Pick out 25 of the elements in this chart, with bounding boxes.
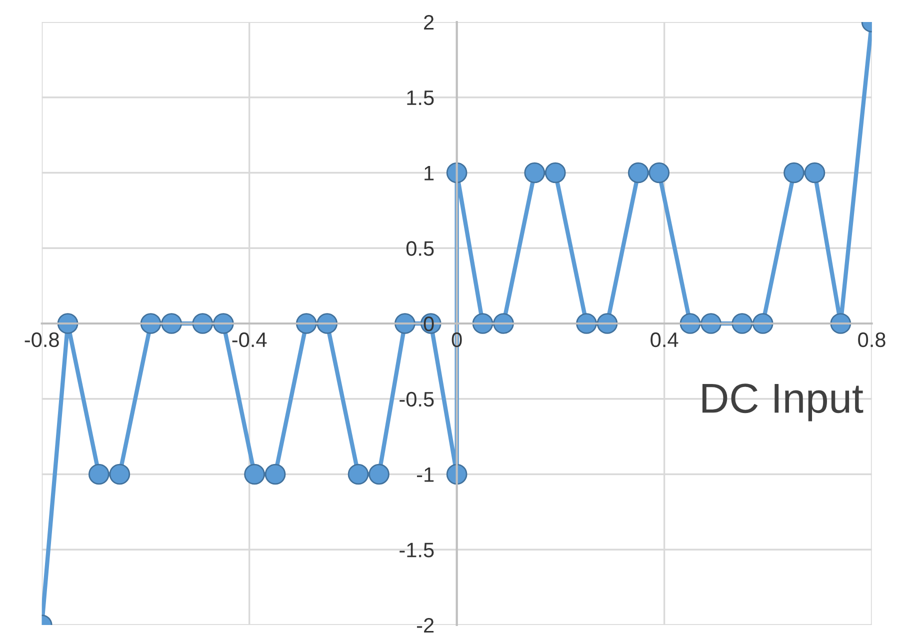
point [109,464,130,485]
point [784,162,804,184]
point [368,464,390,485]
x-tick-label: 0.8 [858,332,886,348]
point [648,162,670,184]
point [244,464,265,485]
y-tick-label: -2 [417,618,434,633]
x-tick-label: -0.4 [232,332,267,348]
y-tick-label: 1.5 [407,90,434,106]
point [544,162,566,184]
point [804,162,826,184]
point [628,162,649,184]
y-tick-label: -1 [417,467,434,482]
x-tick-label: 0.4 [650,332,678,348]
y-tick-label: 0.5 [406,241,434,256]
y-tick-label: -1.5 [400,542,434,558]
y-tick-label: 2 [424,15,434,30]
point [348,464,369,485]
y-tick-label: -0.5 [400,392,434,407]
point [88,464,110,485]
point [524,162,546,184]
y-tick-label: 1 [424,166,434,180]
point [264,464,286,485]
x-tick-label: -0.8 [24,332,59,348]
x-axis-title: DC Input [702,384,864,422]
